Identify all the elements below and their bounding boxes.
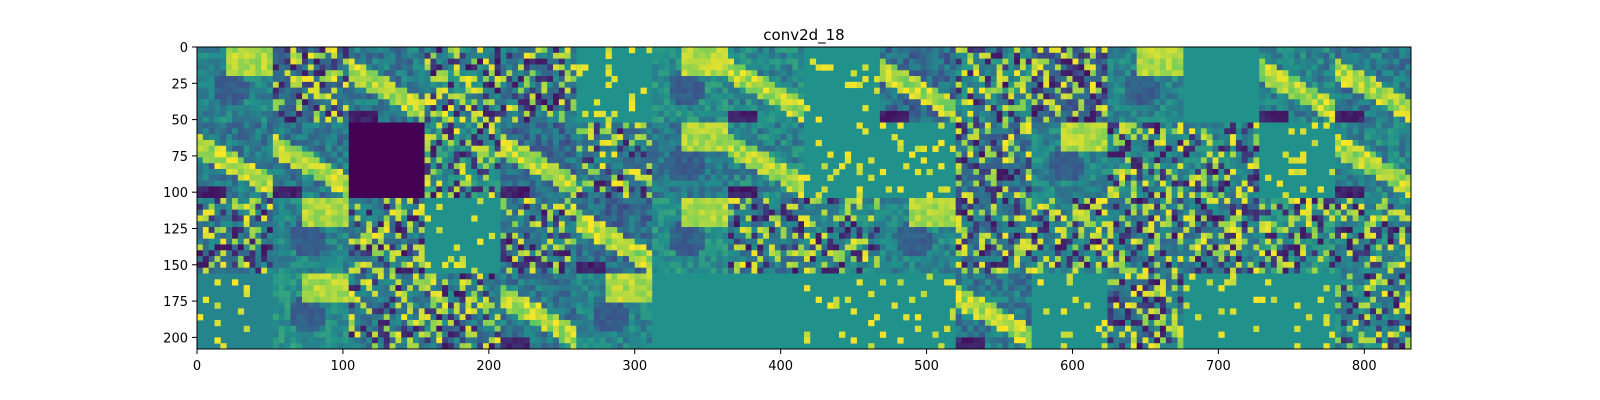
y-tick-label: 50	[171, 114, 188, 129]
y-tick-label: 25	[171, 77, 188, 92]
feature-map-panel	[273, 123, 349, 199]
feature-map-panel	[956, 198, 1032, 274]
y-tick-label: 75	[171, 150, 188, 165]
feature-map-panels	[197, 47, 1412, 350]
feature-map-panel	[576, 123, 652, 199]
feature-map-panel	[652, 274, 728, 350]
feature-map-panel	[349, 47, 425, 123]
x-tick-label: 0	[193, 359, 201, 374]
feature-map-panel	[273, 274, 349, 350]
y-tick-label: 150	[163, 259, 188, 274]
x-axis: 0 100 200 300 400 500 600 700 800	[193, 349, 1377, 374]
feature-map-panel	[1032, 47, 1108, 123]
feature-map-panel	[425, 198, 501, 274]
feature-map-panel	[804, 274, 880, 350]
feature-map-panel	[1335, 274, 1411, 350]
feature-map-panel	[576, 198, 652, 274]
feature-map-panel	[1259, 123, 1335, 199]
feature-map-panel	[880, 123, 956, 199]
feature-map-panel	[956, 123, 1032, 199]
x-tick-label: 200	[476, 359, 501, 374]
feature-map-panel	[1335, 47, 1411, 123]
y-tick-label: 200	[163, 331, 188, 346]
feature-map-panel	[425, 274, 501, 350]
feature-map-panel	[728, 198, 804, 274]
feature-map-panel	[197, 123, 273, 199]
feature-map-panel	[1183, 274, 1259, 350]
feature-map-panel	[1108, 274, 1184, 350]
feature-map-panel	[501, 123, 577, 199]
feature-map-panel	[1032, 274, 1108, 350]
feature-map-panel	[425, 123, 501, 199]
x-tick-label: 500	[914, 359, 939, 374]
feature-map-panel	[1335, 123, 1411, 199]
feature-map-panel	[728, 123, 804, 199]
feature-map-panel	[1335, 198, 1411, 274]
feature-map-panel	[273, 198, 349, 274]
feature-map-panel	[880, 274, 956, 350]
feature-map-panel	[501, 47, 577, 123]
feature-map-panel	[349, 274, 425, 350]
feature-map-panel	[956, 47, 1032, 123]
feature-map-panel	[804, 47, 880, 123]
feature-map-panel	[273, 47, 349, 123]
feature-map-panel	[425, 47, 501, 123]
feature-map-panel	[1259, 47, 1335, 123]
y-tick-label: 0	[180, 41, 188, 56]
feature-map-panel	[576, 47, 652, 123]
feature-map-panel	[501, 274, 577, 350]
feature-map-panel	[1108, 123, 1184, 199]
feature-map-panel	[1183, 123, 1259, 199]
y-axis: 0 25 50 75 100 125 150 175 200	[163, 41, 197, 346]
x-tick-label: 300	[622, 359, 647, 374]
y-tick-label: 175	[163, 295, 188, 310]
feature-map-panel	[1259, 198, 1335, 274]
y-tick-label: 100	[163, 186, 188, 201]
feature-map-panel	[728, 274, 804, 350]
feature-map-panel	[501, 198, 577, 274]
feature-map-panel	[804, 198, 880, 274]
x-tick-label: 100	[330, 359, 355, 374]
x-tick-label: 700	[1206, 359, 1231, 374]
feature-map-panel	[576, 274, 652, 350]
feature-map-panel	[652, 47, 728, 123]
feature-map-panel	[956, 274, 1032, 350]
feature-map-panel	[1259, 274, 1335, 350]
x-tick-label: 600	[1060, 359, 1085, 374]
y-tick-label: 125	[163, 222, 188, 237]
feature-map-panel	[197, 274, 273, 350]
feature-map-panel	[804, 123, 880, 199]
feature-map-panel	[1108, 47, 1184, 123]
feature-map-panel	[652, 123, 728, 199]
feature-map-panel	[349, 198, 425, 274]
feature-map-panel	[1183, 47, 1259, 123]
feature-map-panel	[197, 198, 273, 274]
x-tick-label: 400	[768, 359, 793, 374]
feature-map-panel	[880, 47, 956, 123]
chart-title: conv2d_18	[763, 26, 844, 45]
feature-map-panel	[728, 47, 804, 123]
feature-map-panel	[197, 47, 273, 123]
feature-map-panel	[1032, 123, 1108, 199]
feature-map-panel	[349, 123, 425, 199]
feature-map-panel	[1183, 198, 1259, 274]
x-tick-label: 800	[1352, 359, 1377, 374]
feature-map-panel	[880, 198, 956, 274]
feature-map-panel	[1032, 198, 1108, 274]
feature-map-panel	[1108, 198, 1184, 274]
feature-map-panel	[652, 198, 728, 274]
